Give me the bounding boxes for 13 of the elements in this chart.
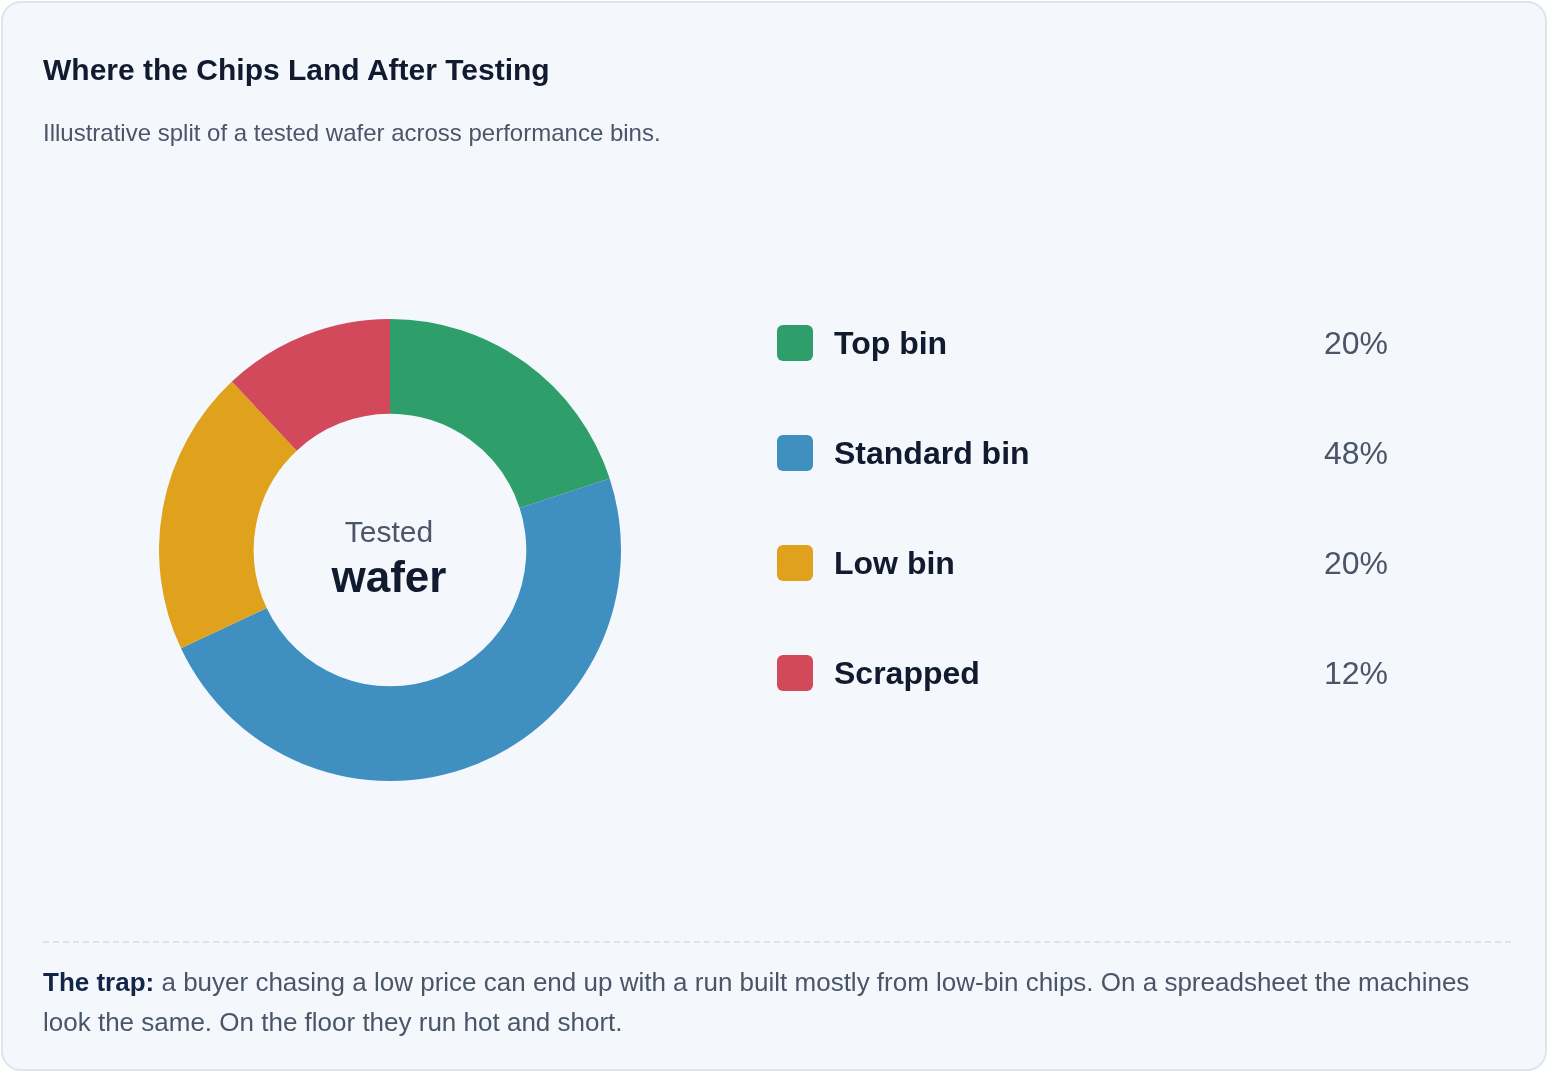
data-label: 12% xyxy=(1322,654,1388,692)
text: The trap: xyxy=(43,967,155,997)
data-label: 20% xyxy=(1322,324,1388,362)
data-label: 20% xyxy=(1322,544,1388,582)
chart-subtitle: Illustrative split of a tested wafer across performance bins. xyxy=(43,119,661,147)
legend-label: Low bin xyxy=(834,544,955,582)
legend-label: Scrapped xyxy=(834,654,980,692)
text: wafer xyxy=(330,552,448,602)
text: Tested xyxy=(343,515,435,549)
legend-label: Top bin xyxy=(834,324,948,362)
data-label: 48% xyxy=(1322,434,1388,472)
legend-label: Standard bin xyxy=(834,434,1030,472)
chart-title: Where the Chips Land After Testing xyxy=(43,53,550,87)
